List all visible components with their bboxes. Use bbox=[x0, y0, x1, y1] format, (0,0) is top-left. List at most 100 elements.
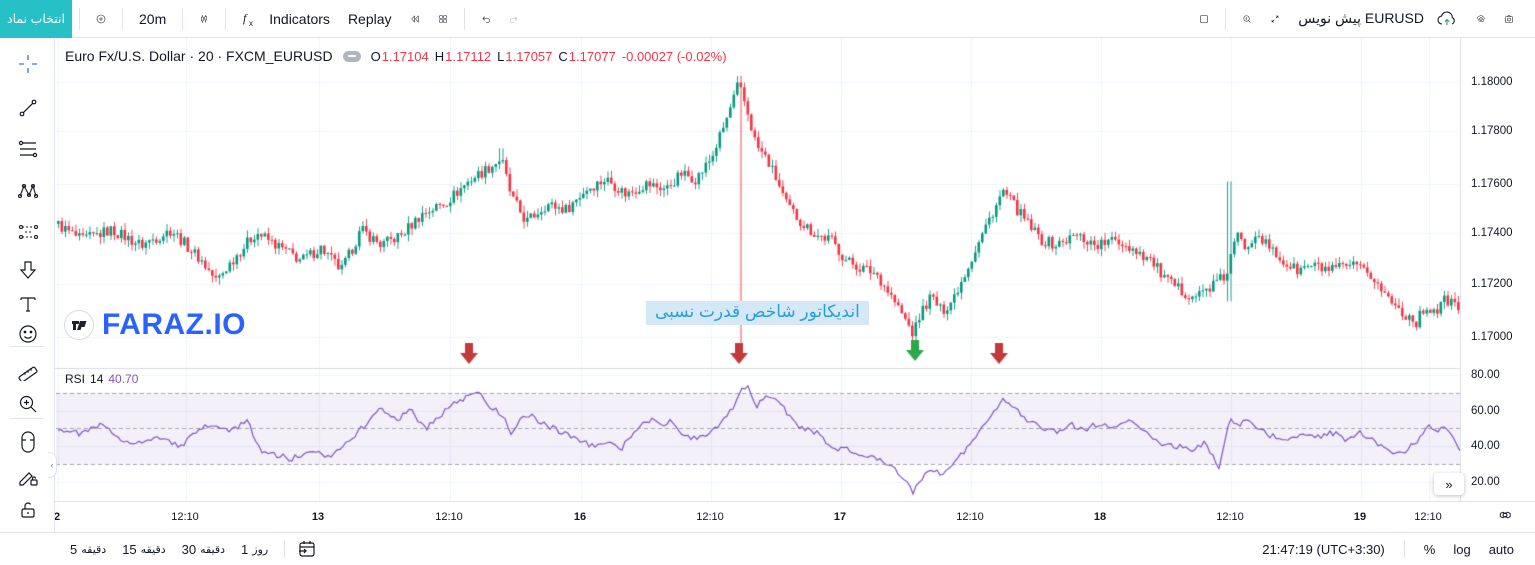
price-axis-label: 80.00 bbox=[1471, 369, 1500, 381]
ohlc-item: O1.17104 bbox=[370, 48, 429, 64]
time-axis-label: 13 bbox=[311, 511, 325, 523]
rsi-length: 14 bbox=[90, 372, 104, 386]
symbol-title[interactable]: Euro Fx/U.S. Dollar · 20 · FXCM_EURUSD bbox=[65, 48, 333, 64]
time-axis-label: 12:10 bbox=[1216, 511, 1244, 523]
watermark: FARAZ.IO bbox=[64, 308, 246, 342]
auto-scale-button[interactable]: auto bbox=[1488, 541, 1514, 557]
fullscreen-icon[interactable] bbox=[1261, 4, 1289, 34]
layout-select-icon[interactable] bbox=[1190, 4, 1218, 34]
svg-text:f: f bbox=[243, 11, 248, 25]
chart-text-annotation[interactable]: اندیکاتور شاخص قدرت نسبی bbox=[646, 301, 869, 325]
redo-icon[interactable] bbox=[500, 4, 528, 34]
time-axis-label: 16 bbox=[573, 511, 587, 523]
price-axis-label: 1.17400 bbox=[1471, 227, 1513, 239]
xabcd-pattern-tool-icon[interactable] bbox=[14, 177, 42, 205]
save-layout-label: EURUSD پیش نویس bbox=[1298, 10, 1424, 26]
time-axis-label: 2 bbox=[53, 511, 61, 523]
replay-button[interactable]: Replay bbox=[347, 10, 392, 27]
price-axis-label: 60.00 bbox=[1471, 405, 1500, 417]
price-axis-label: 1.17200 bbox=[1471, 278, 1513, 290]
toolbar-separator bbox=[284, 540, 286, 558]
indicators-button[interactable]: f x Indicators bbox=[233, 4, 339, 34]
toolbar-separator bbox=[225, 7, 227, 30]
camera-snapshot-icon[interactable] bbox=[1495, 4, 1523, 34]
watermark-text: FARAZ.IO bbox=[102, 308, 246, 341]
settings-gear-icon[interactable] bbox=[1467, 4, 1495, 34]
timeframe-button[interactable]: 15 دقیقه bbox=[122, 541, 166, 557]
log-scale-button[interactable]: log bbox=[1453, 541, 1471, 557]
axis-gear-icon[interactable] bbox=[1497, 507, 1513, 528]
price-axis-label: 1.17000 bbox=[1471, 331, 1513, 343]
lock-drawings-icon[interactable] bbox=[14, 496, 42, 524]
ohlc-item: C1.17077 bbox=[558, 48, 616, 64]
stay-in-drawing-mode-icon[interactable] bbox=[14, 464, 42, 492]
arrow-shape-tool-icon[interactable] bbox=[14, 256, 42, 284]
rsi-legend[interactable]: RSI 14 40.70 bbox=[65, 372, 138, 386]
rsi-value: 40.70 bbox=[108, 372, 139, 386]
zoom-in-tool-icon[interactable] bbox=[14, 390, 42, 418]
save-layout-button[interactable]: EURUSD پیش نویس bbox=[1289, 4, 1467, 34]
axis-settings-corner bbox=[1460, 501, 1535, 532]
legend-toggle-icon[interactable] bbox=[342, 50, 361, 62]
toolbar-separator bbox=[79, 7, 80, 30]
chart-canvas[interactable] bbox=[56, 38, 1460, 501]
crosshair-tool-icon[interactable] bbox=[14, 50, 42, 78]
price-axis-label: 1.18000 bbox=[1471, 76, 1513, 88]
toolbar-separator bbox=[1225, 7, 1227, 30]
time-axis-label: 12:10 bbox=[435, 511, 463, 523]
chart-legend: Euro Fx/U.S. Dollar · 20 · FXCM_EURUSD O… bbox=[65, 48, 727, 64]
price-axis-label: 1.17800 bbox=[1471, 125, 1513, 137]
timeframe-buttons: 5 دقیقه 15 دقیقه 30 دقیقه 1 روز bbox=[62, 537, 276, 561]
compare-add-icon[interactable] bbox=[87, 4, 115, 34]
undo-icon[interactable] bbox=[472, 4, 500, 34]
time-axis-label: 12:10 bbox=[171, 511, 199, 523]
text-tool-icon[interactable] bbox=[14, 290, 42, 318]
sidebar-separator bbox=[10, 418, 44, 419]
chart-type-candles-icon[interactable] bbox=[190, 4, 218, 34]
projection-tool-icon[interactable] bbox=[14, 218, 42, 246]
drawing-toolbar: ‹ bbox=[0, 38, 57, 565]
scroll-right-button[interactable]: » bbox=[1434, 473, 1464, 495]
multichart-layout-icon[interactable] bbox=[429, 4, 457, 34]
indicators-label: Indicators bbox=[269, 10, 330, 27]
quick-search-icon[interactable] bbox=[1233, 4, 1261, 34]
top-toolbar: انتخاب نماد 20m f x Indicators bbox=[0, 0, 1535, 38]
tradingview-logo-icon bbox=[64, 310, 94, 340]
price-axis-label: 1.17600 bbox=[1471, 178, 1513, 190]
time-axis-label: 17 bbox=[833, 511, 847, 523]
trend-line-tool-icon[interactable] bbox=[14, 94, 42, 122]
toolbar-separator bbox=[1403, 540, 1405, 558]
time-axis-label: 12:10 bbox=[1414, 511, 1442, 523]
fib-retracement-tool-icon[interactable] bbox=[14, 135, 42, 163]
pane-separator[interactable] bbox=[55, 368, 1535, 369]
time-axis-label: 12:10 bbox=[956, 511, 984, 523]
sidebar-separator bbox=[10, 346, 44, 347]
timeframe-button[interactable]: 5 دقیقه bbox=[70, 541, 107, 557]
interval-button[interactable]: 20m bbox=[139, 10, 167, 27]
measure-tool-icon[interactable] bbox=[14, 356, 42, 384]
price-axis-label: 40.00 bbox=[1471, 440, 1500, 452]
price-axis[interactable]: 1.18000 1.17800 1.17600 1.17400 1.17200 1.170… bbox=[1460, 38, 1535, 501]
change-value: -0.00027 (-0.02%) bbox=[621, 48, 727, 64]
price-axis-label: 20.00 bbox=[1471, 476, 1500, 488]
timeframe-button[interactable]: 30 دقیقه bbox=[181, 541, 226, 557]
emoji-tool-icon[interactable] bbox=[14, 320, 42, 348]
ohlc-item: L1.17057 bbox=[497, 48, 553, 64]
ohlc-values: O1.17104 H1.17112 L1.17057 C1.17077 -0.00027… bbox=[371, 49, 727, 64]
symbol-search-button[interactable]: انتخاب نماد bbox=[0, 0, 72, 38]
percent-scale-button[interactable]: % bbox=[1423, 541, 1436, 557]
clock-label[interactable]: 21:47:19 (UTC+3:30) bbox=[1262, 541, 1385, 557]
time-axis-label: 12:10 bbox=[696, 511, 724, 523]
timeframe-button[interactable]: 1 روز bbox=[241, 541, 269, 557]
time-axis-label: 19 bbox=[1353, 511, 1367, 523]
toolbar-separator bbox=[182, 7, 184, 30]
sidebar-collapse-handle[interactable]: ‹ bbox=[48, 452, 57, 478]
toolbar-separator bbox=[463, 7, 465, 30]
time-axis[interactable]: 2 12:10 13 12:10 16 12:10 17 12:10 18 12:10 19 12:1… bbox=[53, 501, 1460, 532]
go-to-date-icon[interactable] bbox=[293, 534, 321, 564]
magnet-tool-icon[interactable] bbox=[14, 428, 42, 456]
rewind-icon[interactable] bbox=[401, 4, 429, 34]
svg-text:x: x bbox=[249, 19, 253, 28]
bottom-toolbar: 5 دقیقه 15 دقیقه 30 دقیقه 1 روز 21:47:19 (UTC+3… bbox=[0, 532, 1535, 565]
